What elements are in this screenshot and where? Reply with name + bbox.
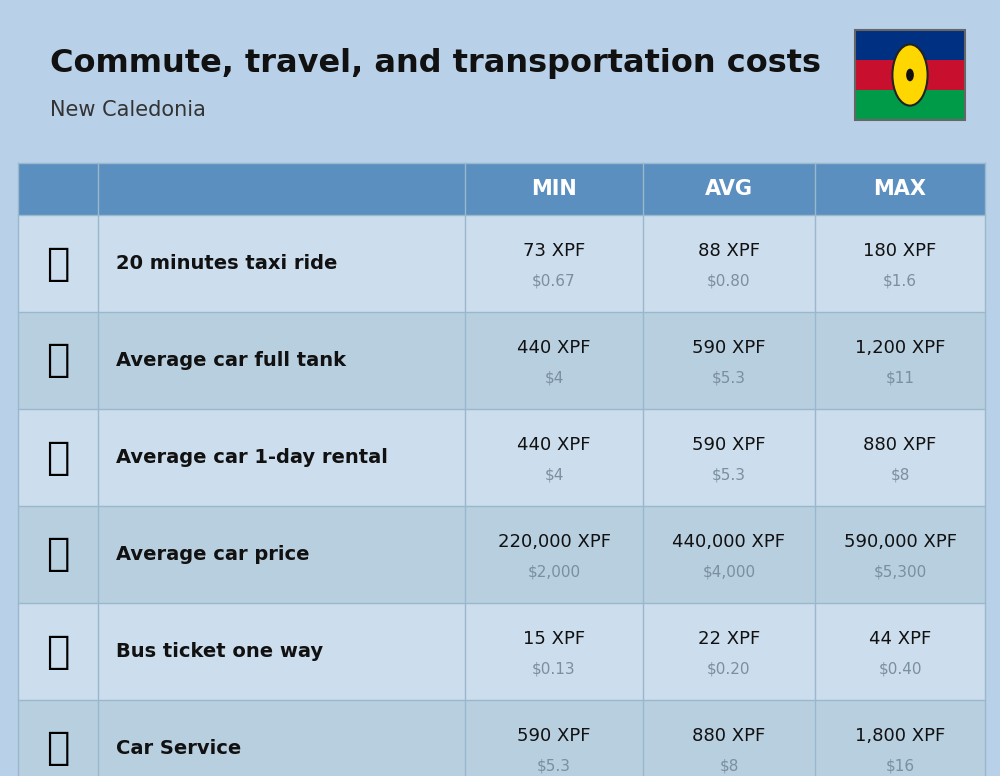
- Bar: [855, 90, 965, 120]
- Text: AVG: AVG: [705, 179, 753, 199]
- Text: $0.67: $0.67: [532, 273, 576, 289]
- Text: Average car full tank: Average car full tank: [116, 351, 346, 370]
- Text: 1,800 XPF: 1,800 XPF: [855, 727, 945, 745]
- Bar: [855, 30, 965, 120]
- Text: $16: $16: [885, 758, 915, 774]
- Text: 1,200 XPF: 1,200 XPF: [855, 339, 945, 357]
- Text: 🔧: 🔧: [46, 729, 70, 767]
- Text: $5.3: $5.3: [712, 467, 746, 483]
- Bar: [18, 163, 985, 215]
- Text: $4: $4: [544, 370, 564, 386]
- Text: $8: $8: [890, 467, 910, 483]
- Bar: [18, 603, 985, 700]
- Text: 🚙: 🚙: [46, 438, 70, 476]
- Text: 440,000 XPF: 440,000 XPF: [672, 533, 786, 551]
- Ellipse shape: [906, 69, 914, 81]
- Text: $11: $11: [886, 370, 914, 386]
- Text: New Caledonia: New Caledonia: [50, 100, 206, 120]
- Bar: [855, 30, 965, 60]
- Text: 590,000 XPF: 590,000 XPF: [844, 533, 956, 551]
- Text: $4: $4: [544, 467, 564, 483]
- Text: $0.40: $0.40: [878, 661, 922, 677]
- Text: 88 XPF: 88 XPF: [698, 242, 760, 260]
- Text: 🚕: 🚕: [46, 244, 70, 282]
- Text: $4,000: $4,000: [702, 564, 756, 580]
- Text: 20 minutes taxi ride: 20 minutes taxi ride: [116, 254, 337, 273]
- Text: Average car price: Average car price: [116, 545, 310, 564]
- Text: ⛽: ⛽: [46, 341, 70, 379]
- Bar: [18, 215, 985, 312]
- Bar: [855, 60, 965, 90]
- Text: 440 XPF: 440 XPF: [517, 339, 591, 357]
- Text: 440 XPF: 440 XPF: [517, 436, 591, 454]
- Text: MIN: MIN: [531, 179, 577, 199]
- Text: $5,300: $5,300: [873, 564, 927, 580]
- Text: $5.3: $5.3: [712, 370, 746, 386]
- Bar: [18, 506, 985, 603]
- Text: Commute, travel, and transportation costs: Commute, travel, and transportation cost…: [50, 48, 821, 79]
- Ellipse shape: [892, 44, 928, 106]
- Text: 590 XPF: 590 XPF: [692, 436, 766, 454]
- Text: 44 XPF: 44 XPF: [869, 630, 931, 648]
- Text: $0.13: $0.13: [532, 661, 576, 677]
- Text: $2,000: $2,000: [527, 564, 581, 580]
- Text: 15 XPF: 15 XPF: [523, 630, 585, 648]
- Bar: [18, 700, 985, 776]
- Text: 880 XPF: 880 XPF: [692, 727, 766, 745]
- Text: $0.80: $0.80: [707, 273, 751, 289]
- Text: 590 XPF: 590 XPF: [692, 339, 766, 357]
- Text: 73 XPF: 73 XPF: [523, 242, 585, 260]
- Text: 880 XPF: 880 XPF: [863, 436, 937, 454]
- Text: $5.3: $5.3: [537, 758, 571, 774]
- Text: 590 XPF: 590 XPF: [517, 727, 591, 745]
- Bar: [18, 312, 985, 409]
- Text: 🚌: 🚌: [46, 632, 70, 670]
- Text: Bus ticket one way: Bus ticket one way: [116, 642, 323, 661]
- Text: 🚗: 🚗: [46, 535, 70, 573]
- Text: $1.6: $1.6: [883, 273, 917, 289]
- Text: Car Service: Car Service: [116, 739, 241, 758]
- Text: 22 XPF: 22 XPF: [698, 630, 760, 648]
- Text: 180 XPF: 180 XPF: [863, 242, 937, 260]
- Bar: [18, 409, 985, 506]
- Text: MAX: MAX: [874, 179, 926, 199]
- Text: Average car 1-day rental: Average car 1-day rental: [116, 448, 388, 467]
- Text: 220,000 XPF: 220,000 XPF: [498, 533, 610, 551]
- Text: $0.20: $0.20: [707, 661, 751, 677]
- Text: $8: $8: [719, 758, 739, 774]
